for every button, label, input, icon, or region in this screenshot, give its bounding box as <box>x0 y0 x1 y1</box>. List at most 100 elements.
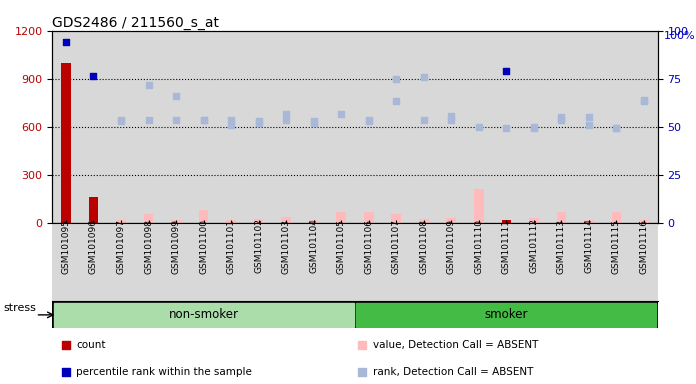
Point <box>116 117 127 123</box>
Bar <box>327 31 355 223</box>
Point <box>556 117 567 123</box>
Bar <box>612 212 622 223</box>
Point <box>583 122 594 128</box>
Bar <box>502 220 511 223</box>
Point <box>363 117 374 123</box>
Point <box>280 117 292 123</box>
Bar <box>281 217 291 223</box>
Bar <box>226 220 236 223</box>
Point <box>198 117 209 123</box>
Bar <box>52 223 80 301</box>
Bar <box>438 223 465 301</box>
Text: non-smoker: non-smoker <box>168 308 239 321</box>
Bar <box>557 212 567 223</box>
Bar <box>80 31 107 223</box>
Text: value, Detection Call = ABSENT: value, Detection Call = ABSENT <box>373 340 539 350</box>
Bar <box>54 303 354 327</box>
Bar <box>135 223 162 301</box>
Bar <box>272 223 300 301</box>
Bar <box>171 220 181 223</box>
Text: smoker: smoker <box>484 308 528 321</box>
Point <box>253 118 264 124</box>
Bar <box>446 218 456 223</box>
Bar <box>107 223 135 301</box>
Point <box>390 98 402 104</box>
Bar <box>143 214 153 223</box>
Bar <box>383 31 410 223</box>
Point <box>226 122 237 128</box>
Point <box>528 124 539 130</box>
Point <box>60 342 71 348</box>
Point <box>60 369 71 375</box>
Bar <box>80 223 107 301</box>
Bar <box>217 223 245 301</box>
Bar <box>116 220 126 223</box>
Point <box>418 74 429 80</box>
Point <box>253 120 264 126</box>
Bar <box>61 63 71 223</box>
Bar <box>465 31 493 223</box>
Point <box>500 68 512 74</box>
Bar <box>356 303 656 327</box>
Point <box>500 125 512 131</box>
Point <box>280 111 292 117</box>
Point <box>473 124 484 130</box>
Point <box>171 117 182 123</box>
Bar <box>520 223 548 301</box>
Bar <box>465 223 493 301</box>
Point <box>226 117 237 123</box>
Bar <box>272 31 300 223</box>
Bar <box>548 223 575 301</box>
Point <box>198 117 209 123</box>
Bar <box>584 220 594 223</box>
Text: percentile rank within the sample: percentile rank within the sample <box>77 367 252 377</box>
Bar <box>520 31 548 223</box>
Point <box>363 118 374 124</box>
Point <box>88 73 99 79</box>
Point <box>611 125 622 131</box>
Bar <box>493 31 520 223</box>
Bar <box>410 223 438 301</box>
Bar <box>300 223 327 301</box>
Bar <box>529 218 539 223</box>
Point <box>611 125 622 131</box>
Point <box>445 113 457 119</box>
Bar <box>364 212 374 223</box>
Point <box>308 118 319 124</box>
Bar <box>162 31 190 223</box>
Text: count: count <box>77 340 106 350</box>
Bar <box>639 220 649 223</box>
Bar <box>438 31 465 223</box>
Point <box>418 117 429 123</box>
Point <box>638 98 649 104</box>
Bar <box>548 31 575 223</box>
Bar <box>355 223 383 301</box>
Bar <box>309 220 319 223</box>
Bar <box>190 31 217 223</box>
Point <box>116 118 127 124</box>
Bar <box>575 223 603 301</box>
Bar <box>162 223 190 301</box>
Point <box>583 114 594 120</box>
Bar <box>300 31 327 223</box>
Bar <box>327 223 355 301</box>
Bar <box>107 31 135 223</box>
Text: 100%: 100% <box>664 31 695 41</box>
Point <box>61 39 72 45</box>
Bar <box>630 31 658 223</box>
Bar <box>575 31 603 223</box>
Bar <box>474 189 484 223</box>
Bar <box>410 31 438 223</box>
Point <box>335 111 347 117</box>
Bar <box>52 31 80 223</box>
Point <box>356 369 367 375</box>
Point <box>638 96 649 103</box>
Bar <box>603 223 630 301</box>
Bar <box>190 223 217 301</box>
Bar <box>630 223 658 301</box>
Bar <box>245 223 272 301</box>
Point <box>171 93 182 99</box>
Bar <box>603 31 630 223</box>
Bar <box>383 223 410 301</box>
Bar <box>254 219 264 223</box>
